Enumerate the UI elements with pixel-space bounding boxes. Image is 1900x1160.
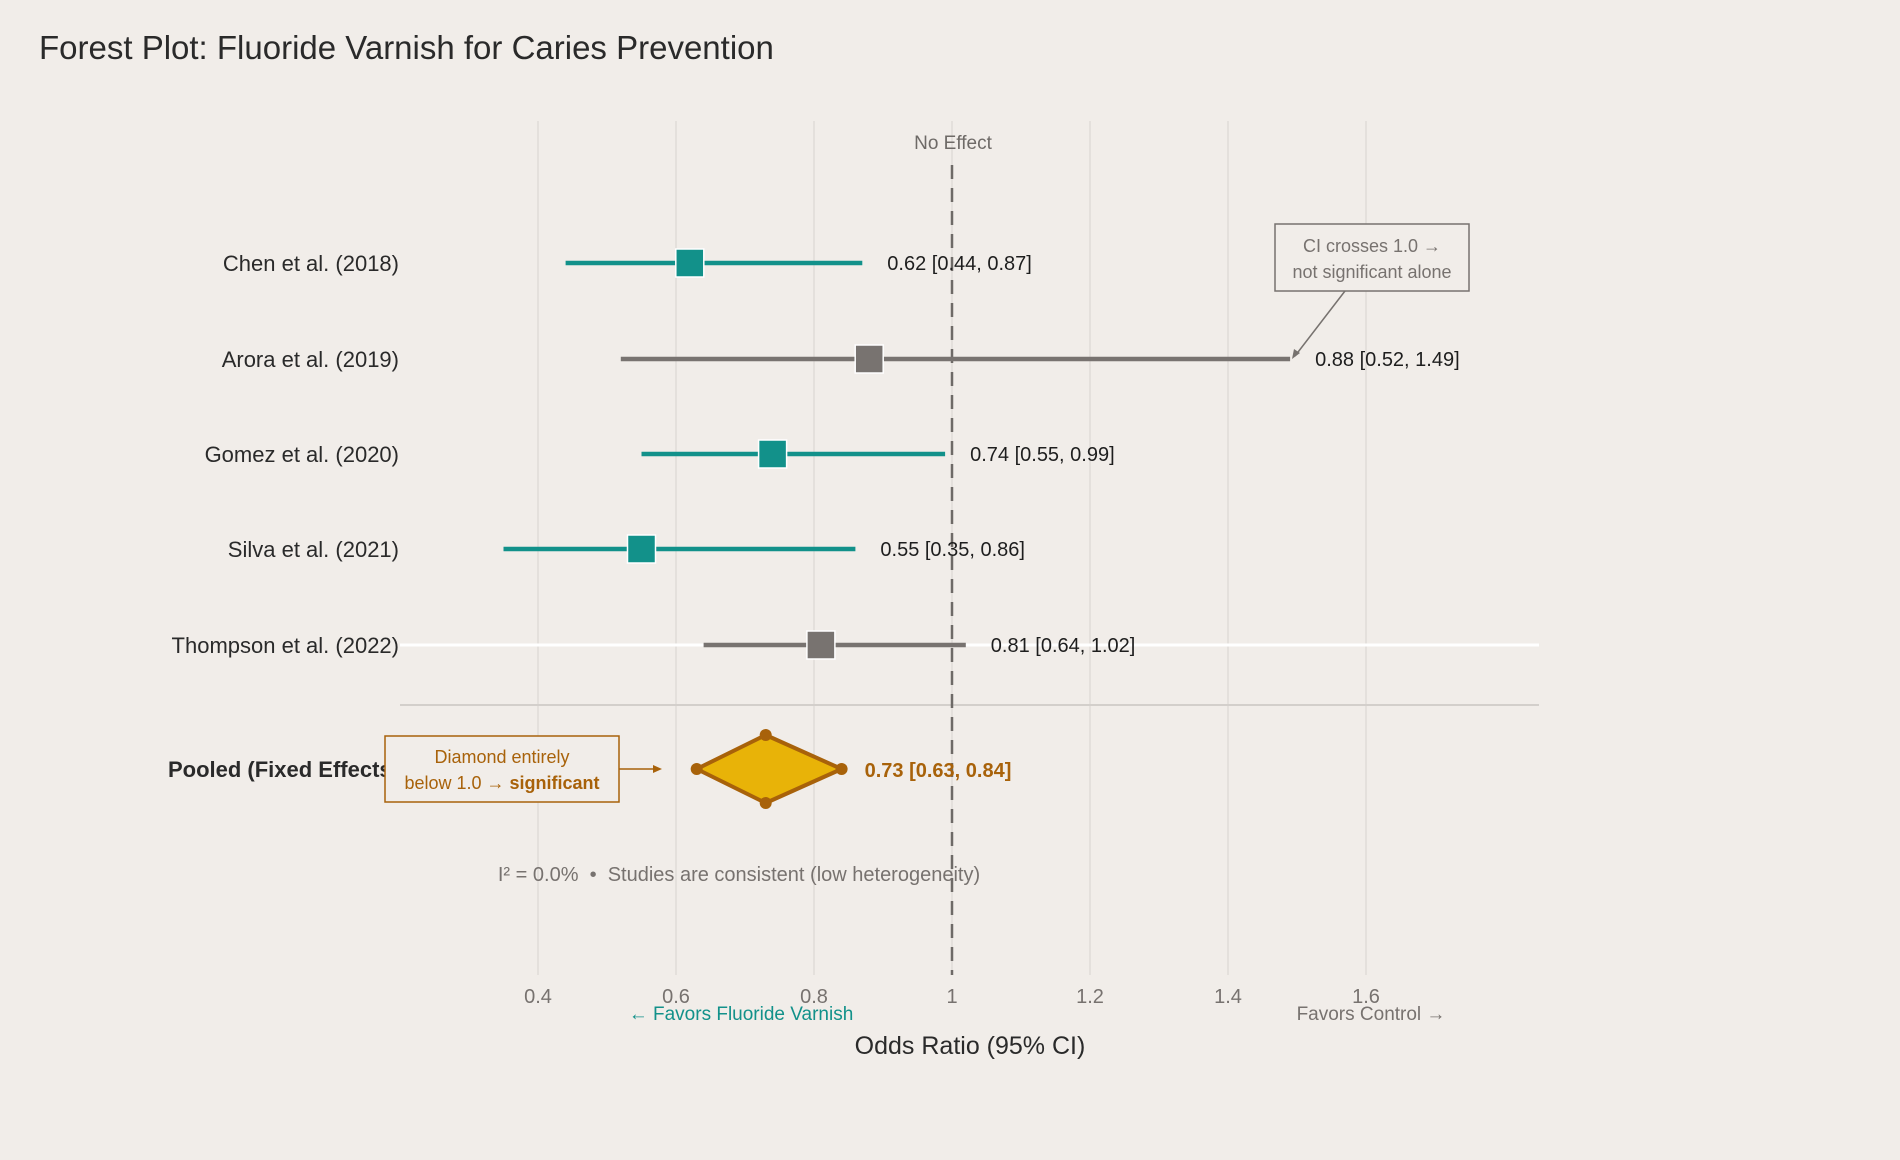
ci-note-arrowhead xyxy=(1292,349,1300,359)
estimate-label: 0.55 [0.35, 0.86] xyxy=(880,539,1025,561)
x-axis-title: Odds Ratio (95% CI) xyxy=(855,1032,1086,1060)
study-label: Thompson et al. (2022) xyxy=(172,633,399,658)
pooled-estimate-label: 0.73 [0.63, 0.84] xyxy=(865,760,1012,782)
diamond-note-bold: significant xyxy=(510,773,600,793)
x-tick-label: 1 xyxy=(946,986,957,1008)
point-estimate-square xyxy=(626,534,657,564)
x-tick-label: 1.6 xyxy=(1352,986,1380,1008)
study-label: Chen et al. (2018) xyxy=(223,251,399,276)
pooled-diamond xyxy=(694,733,844,805)
ci-note-line1: CI crosses 1.0 → xyxy=(1303,236,1441,256)
point-estimate-square xyxy=(675,248,705,278)
favors-right-label: Favors Control → xyxy=(1297,1004,1446,1025)
x-tick-label: 0.4 xyxy=(524,986,552,1008)
diamond-vertex xyxy=(835,763,848,775)
diamond-vertex xyxy=(759,797,772,809)
point-estimate-square xyxy=(854,344,884,374)
diamond-annotation: Diamond entirely below 1.0 → significant xyxy=(384,735,662,803)
reference-line-label: No Effect xyxy=(914,133,993,154)
ci-crosses-annotation: CI crosses 1.0 → not significant alone xyxy=(1274,223,1470,359)
estimate-label: 0.74 [0.55, 0.99] xyxy=(970,444,1115,466)
point-estimate-square xyxy=(757,439,788,469)
diamond-note-arrowhead xyxy=(653,765,662,773)
study-label: Gomez et al. (2020) xyxy=(205,442,399,467)
estimate-label: 0.88 [0.52, 1.49] xyxy=(1315,349,1460,371)
point-estimate-square xyxy=(806,630,836,660)
x-tick-label: 1.2 xyxy=(1076,986,1104,1008)
estimate-label: 0.62 [0.44, 0.87] xyxy=(887,253,1032,275)
diamond-note-line2: below 1.0 → significant xyxy=(404,773,599,793)
x-tick-label: 0.8 xyxy=(800,986,828,1008)
ci-note-arrow xyxy=(1294,290,1346,357)
diamond-vertex xyxy=(759,729,772,741)
x-tick-label: 1.4 xyxy=(1214,986,1242,1008)
diamond-note-line1: Diamond entirely xyxy=(434,747,569,767)
study-label: Arora et al. (2019) xyxy=(222,347,399,372)
heterogeneity-note: I² = 0.0% • Studies are consistent (low … xyxy=(498,864,980,886)
study-label: Silva et al. (2021) xyxy=(228,537,399,562)
x-tick-label: 0.6 xyxy=(662,986,690,1008)
pooled-label: Pooled (Fixed Effects) xyxy=(168,757,399,782)
favors-left-label: ← Favors Fluoride Varnish xyxy=(629,1004,854,1025)
chart-title: Forest Plot: Fluoride Varnish for Caries… xyxy=(39,29,774,66)
estimate-label: 0.81 [0.64, 1.02] xyxy=(991,635,1136,657)
diamond-note-prefix: below 1.0 → xyxy=(404,773,509,793)
diamond-vertex xyxy=(690,763,703,775)
ci-note-line2: not significant alone xyxy=(1292,262,1451,282)
